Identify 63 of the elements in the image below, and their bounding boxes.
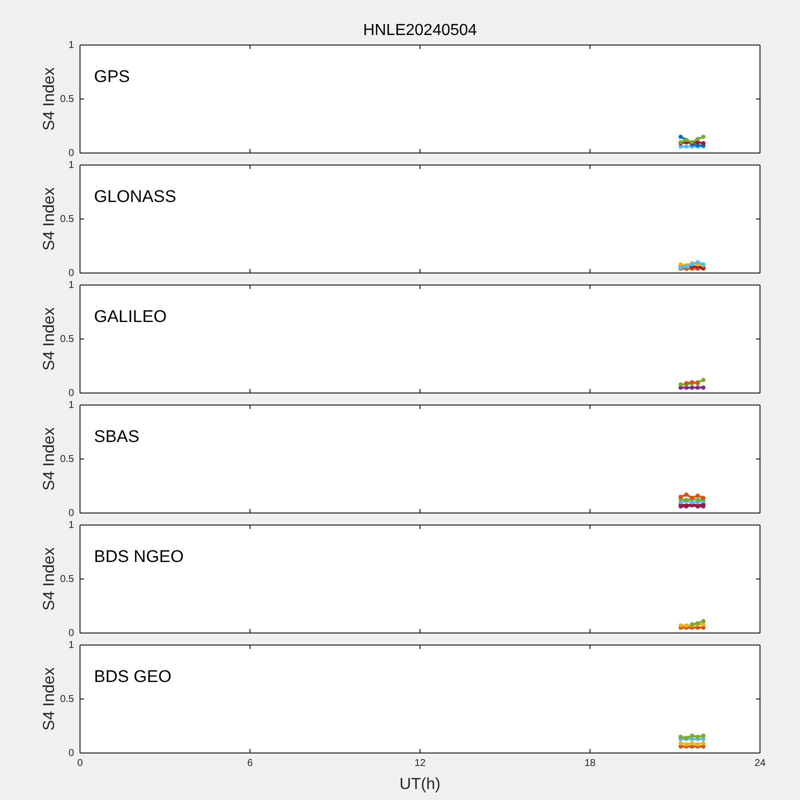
y-tick-label: 0 [68,508,74,520]
point [696,498,700,502]
y-axis-title: S4 Index [41,67,58,131]
x-tick-label: 18 [584,758,596,770]
y-tick-label: 0.5 [60,454,74,466]
point [690,385,694,390]
x-tick-label: 6 [247,758,254,770]
y-tick-label: 0 [68,148,74,160]
point [678,741,683,746]
point [696,742,700,746]
y-tick-label: 0.5 [60,334,74,346]
y-axis-title: S4 Index [41,667,58,731]
y-axis-title: S4 Index [41,427,58,491]
point [701,134,706,139]
point [684,742,688,746]
point [678,494,683,499]
point [701,741,706,746]
point [701,385,706,390]
chart-title: HNLE20240504 [363,22,478,39]
y-tick-label: 0.5 [60,574,74,586]
point [696,385,700,390]
annotation: BDS NGEO [94,547,184,566]
x-tick-label: 0 [77,758,84,770]
x-tick-label: 24 [754,758,766,770]
point [678,134,683,139]
y-axis-title: S4 Index [41,187,58,251]
y-tick-label: 0.5 [60,214,74,226]
y-tick-label: 0 [68,268,74,280]
point [684,623,688,628]
point [678,734,683,739]
point [690,734,694,738]
point [684,144,688,149]
y-tick-label: 0 [68,388,74,400]
x-tick-label: 12 [414,758,426,770]
y-tick-label: 0.5 [60,694,74,706]
point [684,492,688,497]
point [678,382,683,386]
point [701,734,706,738]
annotation: GPS [94,67,130,86]
y-tick-label: 1 [68,520,74,532]
point [678,623,683,628]
x-axis-title: UT(h) [400,776,440,793]
point [696,734,700,739]
y-tick-label: 1 [68,160,74,172]
y-tick-label: 1 [68,640,74,652]
annotation: GLONASS [94,187,176,206]
point [690,741,694,746]
y-axis-title: S4 Index [41,307,58,371]
annotation: GALILEO [94,307,167,326]
y-tick-label: 1 [68,400,74,412]
y-axis-title: S4 Index [41,547,58,611]
annotation: BDS GEO [94,667,172,686]
point [696,494,700,498]
point [701,141,706,146]
y-tick-label: 0 [68,628,74,640]
point [701,619,706,624]
point [696,136,700,142]
annotation: SBAS [94,427,140,446]
y-tick-label: 0 [68,748,74,760]
y-tick-label: 0.5 [60,94,74,106]
y-tick-label: 1 [68,40,74,52]
y-tick-label: 1 [68,280,74,292]
point [701,378,706,382]
